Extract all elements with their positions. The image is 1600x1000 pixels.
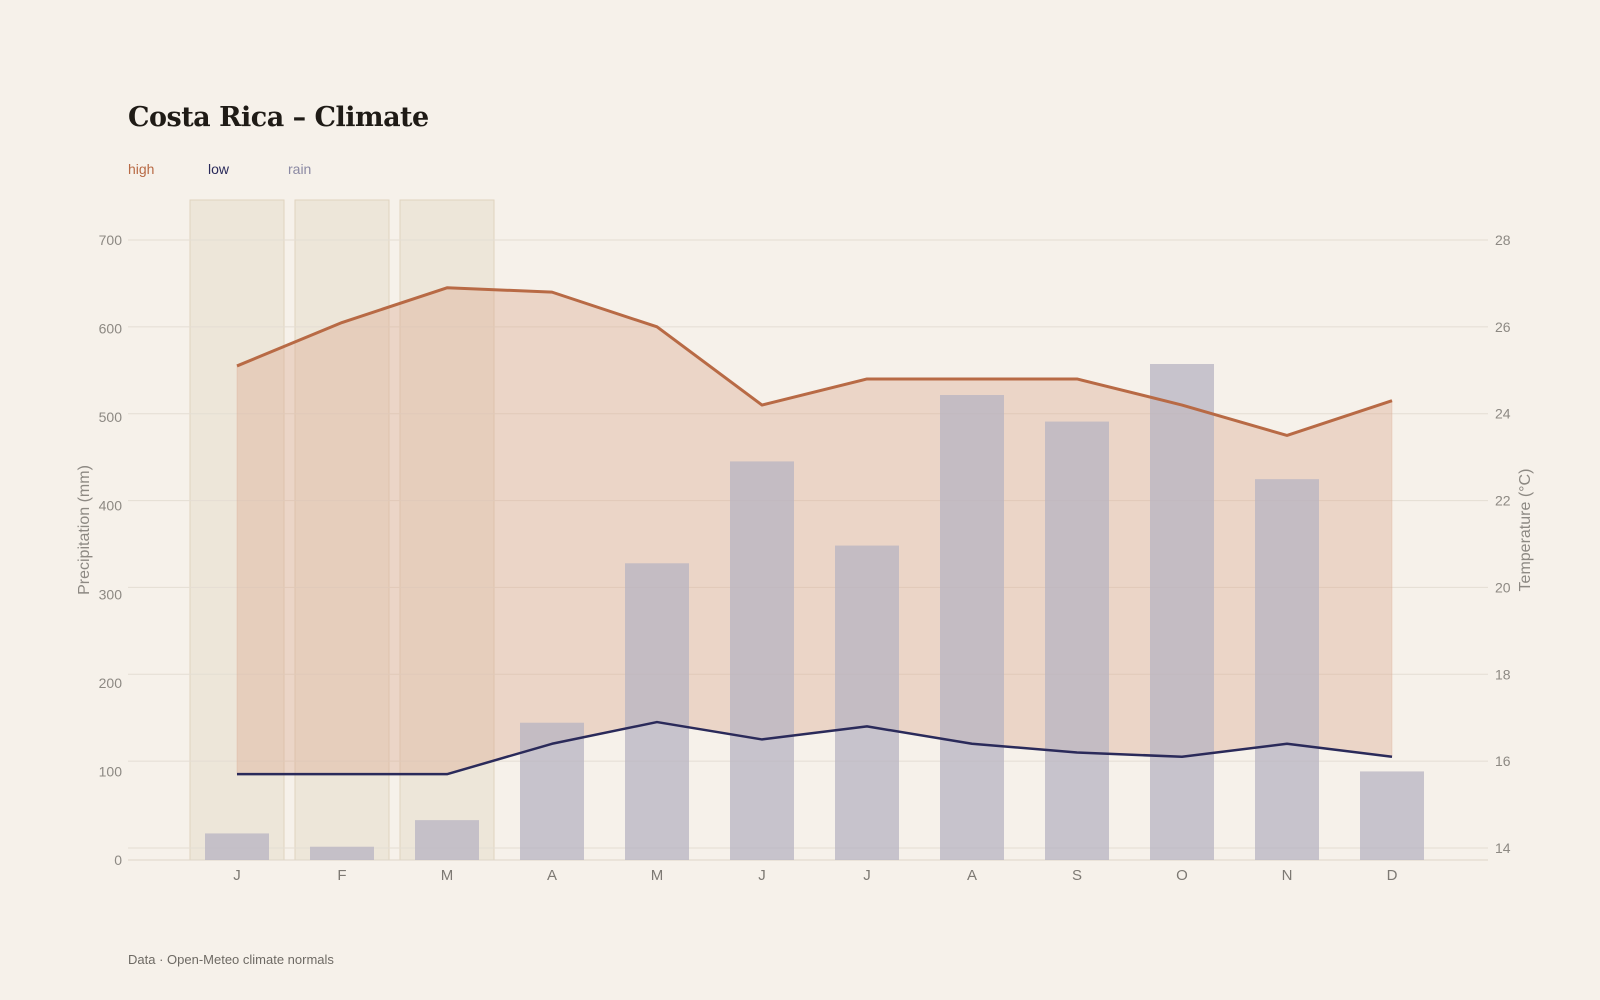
rain-bar-2 bbox=[415, 820, 479, 860]
y-right-tick-20: 20 bbox=[1495, 579, 1511, 595]
temperature-band-layer bbox=[236, 287, 1393, 775]
chart-title: Costa Rica – Climate bbox=[128, 102, 429, 133]
x-tick-6: J bbox=[863, 867, 871, 884]
rain-bar-10 bbox=[1255, 479, 1319, 860]
legend-item-high: high bbox=[128, 161, 155, 177]
x-tick-5: J bbox=[758, 867, 766, 884]
y-left-tick-300: 300 bbox=[99, 586, 123, 602]
temperature-lines-layer bbox=[236, 286, 1393, 776]
y-right-tick-26: 26 bbox=[1495, 319, 1511, 335]
x-tick-1: F bbox=[337, 867, 346, 884]
y-left-tick-600: 600 bbox=[99, 321, 123, 337]
x-tick-10: N bbox=[1282, 867, 1293, 884]
high-temperature-line bbox=[236, 286, 1393, 437]
y-right-tick-14: 14 bbox=[1495, 840, 1511, 856]
highlight-column-0 bbox=[189, 199, 285, 861]
rain-bar-1 bbox=[310, 846, 374, 860]
y-right-tick-24: 24 bbox=[1495, 406, 1511, 422]
low-temperature-line bbox=[237, 720, 1393, 776]
legend-item-rain: rain bbox=[288, 161, 312, 177]
x-tick-11: D bbox=[1387, 867, 1398, 884]
x-tick-0: J bbox=[233, 867, 241, 884]
temperature-range-band bbox=[236, 287, 1393, 775]
y-left-tick-400: 400 bbox=[99, 498, 123, 514]
rain-bars-layer bbox=[205, 364, 1424, 860]
x-tick-9: O bbox=[1176, 867, 1188, 884]
x-tick-4: M bbox=[651, 867, 664, 884]
rain-bar-3 bbox=[520, 722, 584, 860]
legend-item-low: low bbox=[208, 161, 230, 177]
rain-bar-0 bbox=[205, 833, 269, 860]
y-right-tick-22: 22 bbox=[1495, 493, 1511, 509]
rain-bar-7 bbox=[940, 395, 1004, 860]
y-right-axis-label: Temperature (°C) bbox=[1517, 469, 1534, 592]
tick-labels-layer: 0 100 200 300 400 500 600 700 14 16 18 20 22 24 26 28 J F… bbox=[99, 232, 1511, 884]
x-tick-7: A bbox=[967, 867, 977, 884]
y-left-tick-0: 0 bbox=[114, 852, 122, 868]
highlight-column-2 bbox=[399, 199, 495, 861]
rain-bar-4 bbox=[625, 563, 689, 860]
rain-bar-6 bbox=[835, 545, 899, 860]
highlight-column-1 bbox=[294, 199, 390, 861]
y-left-tick-700: 700 bbox=[99, 232, 123, 248]
data-source-footer: Data · Open-Meteo climate normals bbox=[128, 952, 334, 967]
x-tick-8: S bbox=[1072, 867, 1082, 884]
rain-bar-5 bbox=[730, 461, 794, 860]
y-right-tick-18: 18 bbox=[1495, 666, 1511, 682]
y-left-tick-500: 500 bbox=[99, 409, 123, 425]
y-left-tick-100: 100 bbox=[99, 763, 123, 779]
y-right-tick-16: 16 bbox=[1495, 753, 1511, 769]
rain-bar-11 bbox=[1360, 771, 1424, 860]
y-left-tick-200: 200 bbox=[99, 675, 123, 691]
rain-bar-9 bbox=[1150, 364, 1214, 860]
highlight-layer bbox=[189, 199, 495, 861]
y-left-axis-label: Precipitation (mm) bbox=[76, 465, 93, 595]
rain-bar-8 bbox=[1045, 421, 1109, 860]
x-tick-2: M bbox=[441, 867, 454, 884]
x-tick-3: A bbox=[547, 867, 557, 884]
y-right-tick-28: 28 bbox=[1495, 232, 1511, 248]
